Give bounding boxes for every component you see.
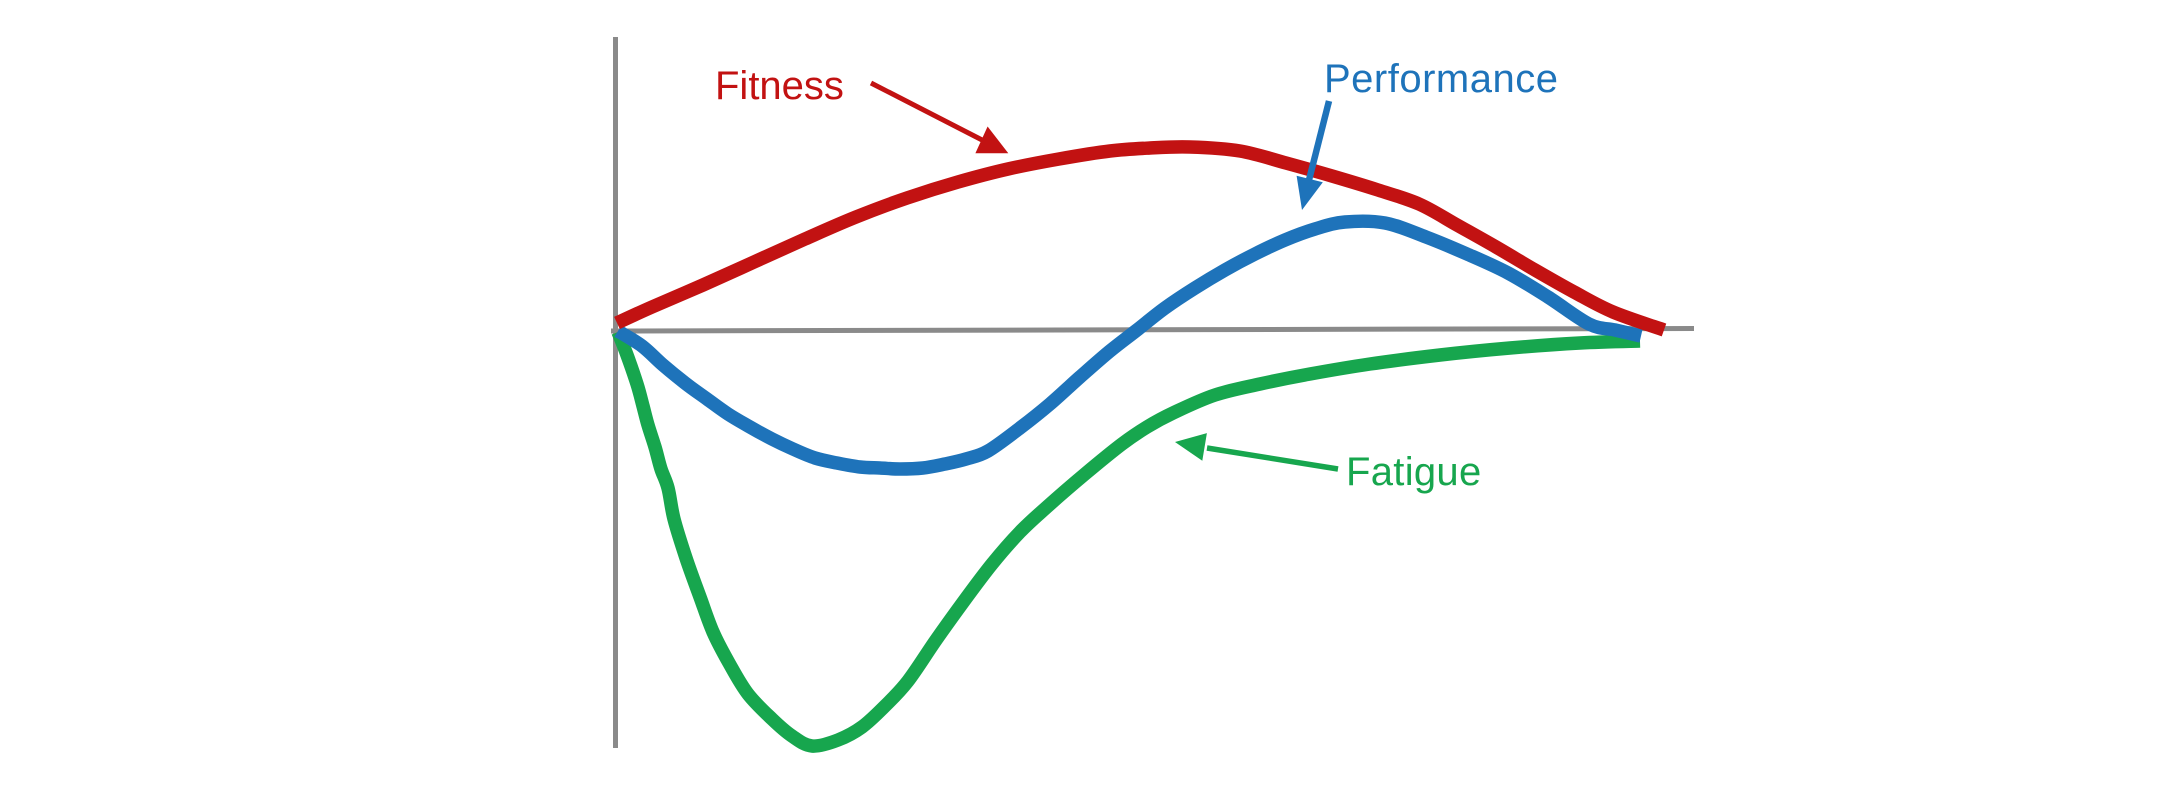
svg-text:Performance: Performance bbox=[1324, 57, 1558, 101]
svg-text:Fitness: Fitness bbox=[715, 64, 844, 108]
svg-text:Fatigue: Fatigue bbox=[1346, 450, 1482, 494]
